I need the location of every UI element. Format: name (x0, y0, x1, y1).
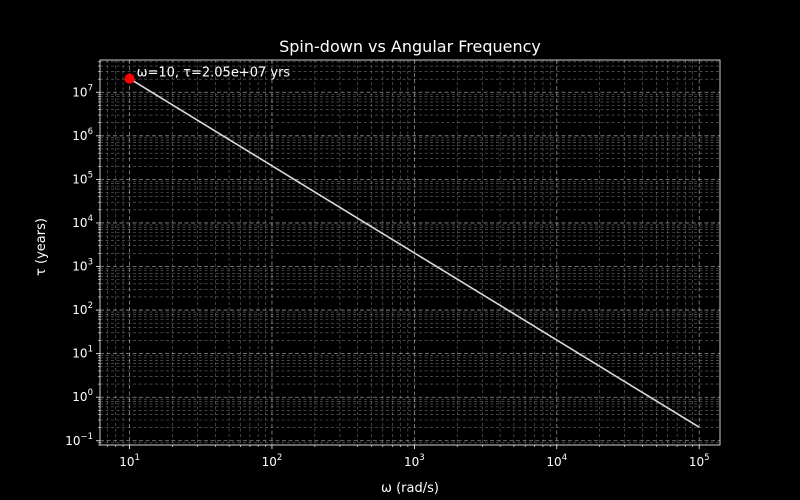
axis-ticks: 101 102 103 104 105 10−1 100 101 102 103 104 105 106… (65, 61, 710, 469)
y-tick-label: 105 (72, 170, 93, 186)
series-line (129, 78, 700, 428)
grid-lines (100, 60, 720, 446)
y-tick-label: 103 (72, 258, 93, 274)
y-tick-label: 100 (72, 388, 93, 404)
y-tick-label: 101 (72, 345, 93, 361)
y-tick-label: 104 (72, 214, 93, 230)
x-tick-label: 102 (262, 453, 283, 469)
highlight-annotation: ω=10, τ=2.05e+07 yrs (137, 66, 291, 81)
y-axis-label: τ (years) (34, 218, 49, 276)
y-tick-label: 10−1 (65, 432, 93, 448)
series-layer (129, 78, 700, 428)
plot-frame (99, 59, 721, 446)
marker-layer: ω=10, τ=2.05e+07 yrs (124, 66, 291, 84)
chart-title: Spin-down vs Angular Frequency (279, 37, 541, 56)
x-tick-label: 101 (119, 453, 140, 469)
y-tick-label: 102 (72, 301, 93, 317)
x-axis-label: ω (rad/s) (381, 481, 439, 496)
y-tick-label: 107 (72, 83, 93, 99)
x-tick-label: 104 (546, 453, 567, 469)
x-tick-label: 105 (689, 453, 710, 469)
x-tick-label: 103 (404, 453, 425, 469)
y-tick-label: 106 (72, 127, 93, 143)
highlight-point (124, 73, 135, 84)
